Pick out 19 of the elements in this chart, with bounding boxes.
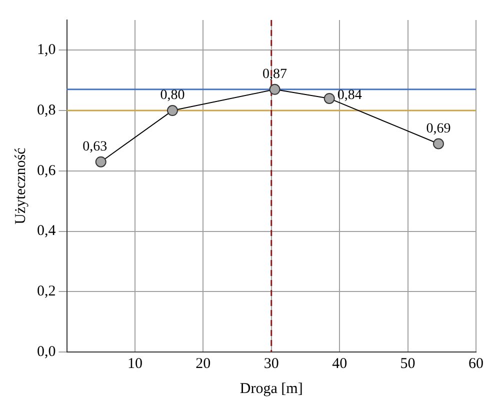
data-label: 0,80: [160, 88, 185, 104]
x-tick-label: 30: [264, 356, 279, 372]
x-axis-title: Droga [m]: [240, 380, 303, 397]
y-tick-label: 0,6: [37, 162, 56, 179]
y-tick-label: 0,4: [37, 223, 56, 240]
x-tick-label: 60: [468, 356, 484, 372]
x-tick-label: 50: [400, 356, 416, 372]
data-label: 0,84: [337, 88, 362, 104]
data-label: 0,69: [426, 121, 451, 136]
y-tick-label: 0,0: [37, 344, 56, 360]
data-label: 0,63: [82, 140, 108, 155]
x-tick-label: 40: [332, 356, 348, 372]
y-tick-label: 0,2: [37, 284, 56, 300]
x-tick-label: 10: [127, 356, 142, 372]
data-label: 0,87: [262, 67, 288, 82]
x-tick-label: 20: [196, 356, 211, 372]
y-axis-title: Użyteczność: [12, 147, 29, 224]
y-tick-label: 0,8: [37, 102, 56, 118]
y-tick-label: 1,0: [37, 42, 56, 58]
